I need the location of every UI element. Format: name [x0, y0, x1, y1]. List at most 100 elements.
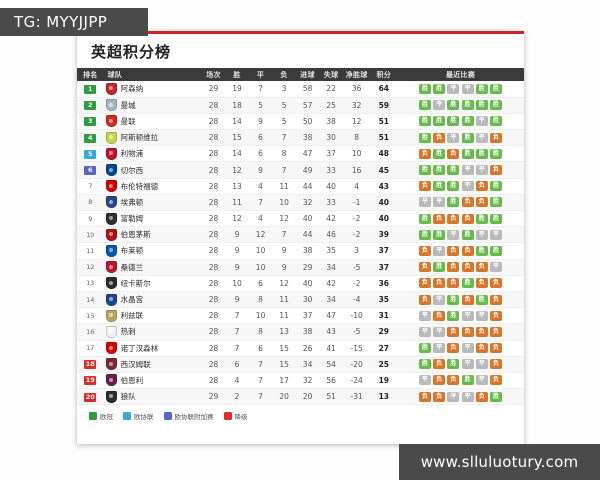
- table-row[interactable]: 6 切尔西 28 12 9 7 49 33 16 45 胜胜胜平平负: [77, 161, 524, 179]
- form-chip-draw[interactable]: 平: [461, 391, 474, 402]
- table-row[interactable]: 20 狼队 29 2 7 20 20 51 -31 13 负负平平负胜: [77, 388, 524, 406]
- form-chip-win[interactable]: 胜: [447, 359, 460, 370]
- table-row[interactable]: 5 利物浦 28 14 6 8 47 37 10 48 负胜负胜胜胜: [77, 145, 524, 163]
- table-row[interactable]: 16 热刺 28 7 8 13 38 43 -5 29 平平负负负负: [77, 323, 524, 341]
- form-chip-loss[interactable]: 负: [433, 132, 446, 143]
- form-chip-win[interactable]: 胜: [490, 391, 502, 402]
- form-chip-win[interactable]: 胜: [461, 100, 474, 111]
- form-chip-loss[interactable]: 负: [433, 278, 446, 289]
- form-chip-win[interactable]: 胜: [490, 100, 502, 111]
- form-chip-loss[interactable]: 负: [475, 278, 488, 289]
- form-chip-win[interactable]: 胜: [461, 132, 474, 143]
- form-chip-win[interactable]: 胜: [433, 229, 446, 240]
- team-cell[interactable]: 富勒姆: [103, 210, 202, 228]
- form-chip-draw[interactable]: 平: [433, 343, 446, 354]
- form-chip-win[interactable]: 胜: [433, 83, 446, 94]
- team-cell[interactable]: 纽卡斯尔: [103, 275, 202, 292]
- form-chip-win[interactable]: 胜: [490, 181, 502, 192]
- form-chip-win[interactable]: 胜: [447, 116, 460, 127]
- form-chip-win[interactable]: 胜: [433, 262, 446, 273]
- form-chip-loss[interactable]: 负: [447, 148, 460, 159]
- form-chip-loss[interactable]: 负: [490, 132, 502, 143]
- form-chip-win[interactable]: 胜: [419, 359, 432, 370]
- table-row[interactable]: 4 阿斯顿维拉 28 15 6 7 38 30 8 51 胜负平胜平负: [77, 129, 524, 147]
- form-chip-win[interactable]: 胜: [447, 181, 460, 192]
- table-row[interactable]: 18 西汉姆联 28 6 7 15 34 54 -20 25 胜负胜平平负: [77, 356, 524, 373]
- form-chip-win[interactable]: 胜: [461, 229, 474, 240]
- table-row[interactable]: 12 桑德兰 28 9 10 9 29 34 -5 37 负胜负负负平: [77, 259, 524, 276]
- team-cell[interactable]: 布伦特福德: [103, 178, 202, 195]
- form-chip-loss[interactable]: 负: [433, 359, 446, 370]
- team-cell[interactable]: 诺丁汉森林: [103, 340, 202, 357]
- form-chip-loss[interactable]: 负: [475, 197, 488, 208]
- form-chip-loss[interactable]: 负: [461, 294, 474, 305]
- form-chip-win[interactable]: 胜: [419, 132, 432, 143]
- form-chip-draw[interactable]: 平: [447, 132, 460, 143]
- form-chip-loss[interactable]: 负: [419, 245, 432, 256]
- form-chip-draw[interactable]: 平: [419, 310, 432, 321]
- form-chip-win[interactable]: 胜: [475, 148, 488, 159]
- form-chip-draw[interactable]: 平: [461, 165, 474, 176]
- form-chip-loss[interactable]: 负: [419, 181, 432, 192]
- form-chip-loss[interactable]: 负: [461, 213, 474, 224]
- form-chip-draw[interactable]: 平: [461, 343, 474, 354]
- team-cell[interactable]: 布莱顿: [103, 242, 202, 260]
- form-chip-win[interactable]: 胜: [419, 100, 432, 111]
- form-chip-win[interactable]: 胜: [461, 148, 474, 159]
- table-row[interactable]: 19 伯恩利 28 4 7 17 32 56 -24 19 平负负胜平负: [77, 372, 524, 390]
- form-chip-loss[interactable]: 负: [419, 278, 432, 289]
- form-chip-loss[interactable]: 负: [461, 262, 474, 273]
- table-row[interactable]: 11 布莱顿 28 9 10 9 38 35 3 37 负平负负胜胜: [77, 242, 524, 260]
- form-chip-loss[interactable]: 负: [419, 294, 432, 305]
- form-chip-loss[interactable]: 负: [475, 181, 488, 192]
- form-chip-loss[interactable]: 负: [433, 375, 446, 386]
- form-chip-draw[interactable]: 平: [461, 359, 474, 370]
- form-chip-win[interactable]: 胜: [475, 100, 488, 111]
- form-chip-win[interactable]: 胜: [490, 245, 502, 256]
- form-chip-loss[interactable]: 负: [490, 278, 502, 289]
- form-chip-win[interactable]: 胜: [419, 343, 432, 354]
- form-chip-loss[interactable]: 负: [475, 262, 488, 273]
- form-chip-loss[interactable]: 负: [447, 343, 460, 354]
- form-chip-loss[interactable]: 负: [447, 213, 460, 224]
- form-chip-draw[interactable]: 平: [461, 310, 474, 321]
- form-chip-loss[interactable]: 负: [419, 262, 432, 273]
- table-row[interactable]: 7 布伦特福德 28 13 4 11 44 40 4 43 负胜胜平负胜: [77, 178, 524, 195]
- form-chip-draw[interactable]: 平: [433, 245, 446, 256]
- form-chip-win[interactable]: 胜: [433, 148, 446, 159]
- form-chip-loss[interactable]: 负: [447, 245, 460, 256]
- form-chip-loss[interactable]: 负: [490, 294, 502, 305]
- form-chip-loss[interactable]: 负: [461, 197, 474, 208]
- form-chip-loss[interactable]: 负: [433, 310, 446, 321]
- form-chip-win[interactable]: 胜: [447, 197, 460, 208]
- table-row[interactable]: 3 曼联 28 14 9 5 50 38 12 51 胜胜胜胜平胜: [77, 113, 524, 131]
- form-chip-draw[interactable]: 平: [419, 375, 432, 386]
- form-chip-loss[interactable]: 负: [433, 391, 446, 402]
- team-cell[interactable]: 曼城: [103, 97, 202, 114]
- form-chip-draw[interactable]: 平: [447, 83, 460, 94]
- form-chip-draw[interactable]: 平: [419, 326, 432, 337]
- form-chip-draw[interactable]: 平: [461, 83, 474, 94]
- table-row[interactable]: 17 诺丁汉森林 28 7 6 15 26 41 -15 27 胜平负平负负: [77, 340, 524, 357]
- form-chip-win[interactable]: 胜: [490, 148, 502, 159]
- form-chip-win[interactable]: 胜: [419, 213, 432, 224]
- form-chip-win[interactable]: 胜: [447, 165, 460, 176]
- team-cell[interactable]: 狼队: [103, 388, 202, 406]
- form-chip-win[interactable]: 胜: [419, 165, 432, 176]
- team-cell[interactable]: 切尔西: [103, 161, 202, 179]
- form-chip-draw[interactable]: 平: [475, 132, 488, 143]
- team-cell[interactable]: 阿斯顿维拉: [103, 129, 202, 147]
- table-row[interactable]: 10 伯恩茅斯 28 9 12 7 44 46 -2 39 胜胜平胜平平: [77, 226, 524, 244]
- team-cell[interactable]: 伯恩茅斯: [103, 226, 202, 244]
- form-chip-win[interactable]: 胜: [433, 116, 446, 127]
- form-chip-win[interactable]: 胜: [447, 100, 460, 111]
- form-chip-draw[interactable]: 平: [475, 116, 488, 127]
- form-chip-loss[interactable]: 负: [490, 359, 502, 370]
- form-chip-win[interactable]: 胜: [419, 116, 432, 127]
- form-chip-draw[interactable]: 平: [475, 375, 488, 386]
- table-row[interactable]: 15 利兹联 28 7 10 11 37 47 -10 31 平负胜平平负: [77, 307, 524, 325]
- team-cell[interactable]: 热刺: [103, 323, 202, 341]
- form-chip-win[interactable]: 胜: [490, 213, 502, 224]
- team-cell[interactable]: 埃弗顿: [103, 194, 202, 212]
- form-chip-loss[interactable]: 负: [475, 343, 488, 354]
